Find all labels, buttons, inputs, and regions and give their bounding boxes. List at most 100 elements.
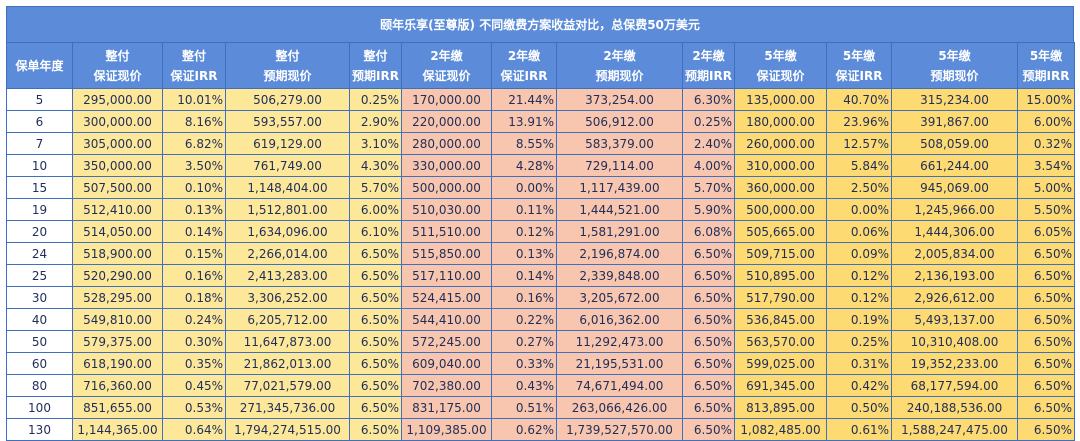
cash-value-cell: 506,912.00 (556, 110, 683, 133)
irr-cell: 0.12% (826, 264, 892, 287)
cash-value-cell: 2,005,834.00 (891, 242, 1018, 265)
policy-year-cell: 130 (6, 418, 73, 441)
irr-cell: 5.70% (682, 176, 735, 199)
header-row: 保单年度 整付 保证现价 整付 保证IRR 整付 预期现价 整付 预期IRR 2年缴 保证现价 2年… (6, 42, 1075, 89)
cash-value-cell: 544,410.00 (401, 308, 492, 331)
cash-value-cell: 5,493,137.00 (891, 308, 1018, 331)
irr-cell: 0.12% (826, 286, 892, 309)
column-header: 5年缴保证现价 (734, 42, 827, 89)
cash-value-cell: 524,415.00 (401, 286, 492, 309)
irr-cell: 0.06% (826, 220, 892, 243)
irr-cell: 6.30% (682, 88, 735, 111)
column-header-metric: 保证现价 (756, 68, 805, 83)
cash-value-cell: 579,375.00 (72, 330, 163, 353)
cash-value-cell: 508,059.00 (891, 132, 1018, 155)
irr-cell: 0.16% (162, 264, 226, 287)
irr-cell: 40.70% (826, 88, 892, 111)
column-header-plan: 2年缴 (603, 48, 636, 63)
irr-cell: 6.00% (349, 198, 402, 221)
policy-year-cell: 5 (6, 88, 73, 111)
cash-value-cell: 517,110.00 (401, 264, 492, 287)
irr-cell: 0.11% (491, 198, 557, 221)
irr-cell: 5.70% (349, 176, 402, 199)
cash-value-cell: 135,000.00 (734, 88, 827, 111)
irr-cell: 2.50% (826, 176, 892, 199)
year-header: 保单年度 (6, 42, 73, 89)
table-row: 100 851,655.00 0.53% 271,345,736.00 6.50% 831… (6, 396, 1075, 419)
irr-cell: 6.50% (349, 374, 402, 397)
cash-value-cell: 3,306,252.00 (225, 286, 350, 309)
cash-value-cell: 599,025.00 (734, 352, 827, 375)
irr-cell: 0.53% (162, 396, 226, 419)
irr-cell: 5.00% (1017, 176, 1075, 199)
cash-value-cell: 2,926,612.00 (891, 286, 1018, 309)
cash-value-cell: 11,292,473.00 (556, 330, 683, 353)
column-header: 5年缴 预期现价 (891, 42, 1018, 89)
cash-value-cell: 619,129.00 (225, 132, 350, 155)
policy-year-cell: 25 (6, 264, 73, 287)
irr-cell: 0.32% (1017, 132, 1075, 155)
column-header-plan: 5年缴 (842, 48, 876, 63)
cash-value-cell: 1,794,274,515.00 (225, 418, 350, 441)
irr-cell: 8.55% (491, 132, 557, 155)
cash-value-cell: 21,195,531.00 (556, 352, 683, 375)
cash-value-cell: 813,895.00 (734, 396, 827, 419)
cash-value-cell: 536,845.00 (734, 308, 827, 331)
cash-value-cell: 271,345,736.00 (225, 396, 350, 419)
irr-cell: 3.10% (349, 132, 402, 155)
irr-cell: 6.10% (349, 220, 402, 243)
irr-cell: 6.50% (1017, 396, 1075, 419)
policy-year-cell: 20 (6, 220, 73, 243)
irr-cell: 10.01% (162, 88, 226, 111)
irr-cell: 12.57% (826, 132, 892, 155)
irr-cell: 0.25% (682, 110, 735, 133)
cash-value-cell: 6,016,362.00 (556, 308, 683, 331)
irr-cell: 6.50% (349, 242, 402, 265)
irr-cell: 0.13% (491, 242, 557, 265)
comparison-table-container: 颐年乐享(至尊版) 不同缴费方案收益对比，总保费50万美元 保单年度 整付保证现… (6, 6, 1075, 441)
cash-value-cell: 511,510.00 (401, 220, 492, 243)
column-header-plan: 2年缴 (507, 48, 541, 63)
policy-year-cell: 7 (6, 132, 73, 155)
column-header-plan: 整付 (275, 48, 300, 63)
cash-value-cell: 350,000.00 (72, 154, 163, 177)
irr-cell: 0.12% (491, 220, 557, 243)
column-header-plan: 5年缴 (938, 48, 971, 63)
cash-value-cell: 240,188,536.00 (891, 396, 1018, 419)
table-row: 20 514,050.00 0.14% 1,634,096.00 6.10% 511,51… (6, 220, 1075, 243)
cash-value-cell: 518,900.00 (72, 242, 163, 265)
cash-value-cell: 77,021,579.00 (225, 374, 350, 397)
irr-cell: 6.50% (1017, 418, 1075, 441)
cash-value-cell: 260,000.00 (734, 132, 827, 155)
policy-year-cell: 100 (6, 396, 73, 419)
column-header-plan: 5年缴 (764, 48, 797, 63)
irr-cell: 6.50% (682, 264, 735, 287)
cash-value-cell: 661,244.00 (891, 154, 1018, 177)
table-body: 5 295,000.00 10.01% 506,279.00 0.25% 170,000.… (6, 88, 1075, 441)
table-row: 6 300,000.00 8.16% 593,557.00 2.90% 220,000.0… (6, 110, 1075, 133)
policy-year-cell: 50 (6, 330, 73, 353)
policy-year-cell: 80 (6, 374, 73, 397)
column-header-metric: 保证现价 (93, 68, 142, 83)
irr-cell: 15.00% (1017, 88, 1075, 111)
table-title: 颐年乐享(至尊版) 不同缴费方案收益对比，总保费50万美元 (6, 6, 1074, 42)
irr-cell: 0.15% (162, 242, 226, 265)
irr-cell: 6.50% (682, 352, 735, 375)
cash-value-cell: 391,867.00 (891, 110, 1018, 133)
policy-year-cell: 6 (6, 110, 73, 133)
irr-cell: 6.50% (1017, 330, 1075, 353)
cash-value-cell: 509,715.00 (734, 242, 827, 265)
irr-cell: 0.31% (826, 352, 892, 375)
cash-value-cell: 310,000.00 (734, 154, 827, 177)
cash-value-cell: 19,352,233.00 (891, 352, 1018, 375)
column-header-plan: 整付 (105, 48, 130, 63)
column-header: 2年缴 预期IRR (682, 42, 735, 89)
irr-cell: 0.14% (162, 220, 226, 243)
irr-cell: 0.00% (491, 176, 557, 199)
cash-value-cell: 510,030.00 (401, 198, 492, 221)
column-header-plan: 5年缴 (1029, 48, 1063, 63)
cash-value-cell: 74,671,494.00 (556, 374, 683, 397)
irr-cell: 6.50% (682, 396, 735, 419)
column-header-plan: 整付 (363, 48, 388, 63)
cash-value-cell: 280,000.00 (401, 132, 492, 155)
